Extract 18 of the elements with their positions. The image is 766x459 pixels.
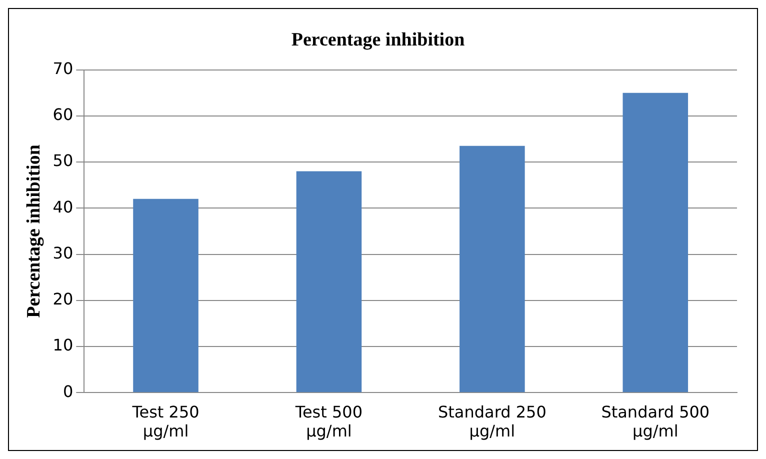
- bar: [460, 146, 525, 392]
- y-tick-label: 70: [52, 58, 74, 78]
- y-tick-label: 40: [52, 197, 74, 216]
- y-tick-label: 30: [52, 243, 74, 262]
- y-tick-label: 0: [62, 382, 74, 401]
- y-tick-label: 50: [52, 151, 74, 170]
- x-tick-label: Test 500 µg/ml: [294, 402, 363, 441]
- chart-title: Percentage inhibition: [291, 29, 466, 50]
- y-axis-title: Percentage inhibition: [23, 144, 44, 318]
- bar: [133, 198, 198, 392]
- x-tick-label: Test 250 µg/ml: [131, 402, 200, 441]
- x-tick-label: Standard 250 µg/ml: [438, 402, 546, 441]
- bar: [622, 92, 688, 392]
- y-tick-label: 20: [52, 290, 74, 309]
- y-tick-label: 10: [52, 336, 74, 355]
- bar: [296, 171, 362, 392]
- y-tick-label: 60: [52, 105, 74, 124]
- x-tick-label: Standard 500 µg/ml: [601, 402, 710, 441]
